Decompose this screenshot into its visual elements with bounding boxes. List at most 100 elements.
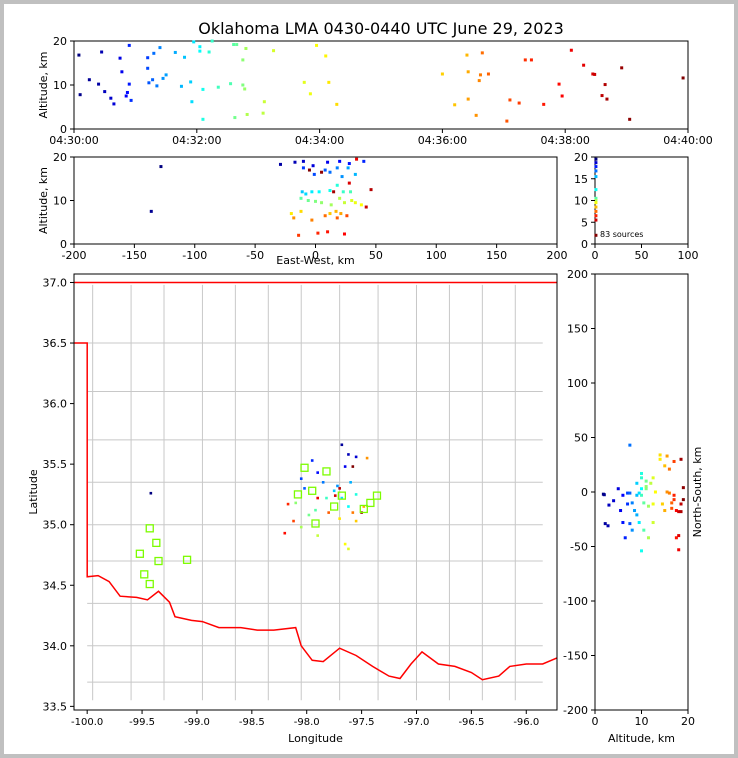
ns-altitude-point: [628, 491, 632, 495]
ns-altitude-point: [681, 498, 685, 502]
time-altitude-point: [97, 82, 101, 86]
time-altitude-point: [324, 54, 328, 58]
ew-altitude-point: [289, 212, 293, 216]
time-altitude-point: [582, 63, 586, 67]
ew-altitude-point: [320, 170, 324, 174]
lma-station-marker: [359, 504, 368, 514]
altitude-histogram-point: [594, 157, 598, 161]
ns-altitude-point: [646, 504, 650, 508]
time-altitude-point: [210, 39, 214, 43]
plan-view-point: [292, 519, 295, 523]
ns-altitude-point: [653, 490, 657, 494]
time-altitude-point: [125, 90, 129, 94]
ew-altitude-point: [328, 212, 332, 216]
plan-view-point: [333, 494, 337, 497]
lma-station-marker: [372, 491, 382, 500]
ns-axis-tick-label: 100: [567, 377, 588, 390]
plan-view-point: [283, 531, 287, 535]
plan-view-point: [316, 471, 319, 474]
figure-background: [4, 4, 734, 754]
ew-altitude-point: [316, 231, 320, 235]
time-altitude-point: [557, 82, 561, 86]
ew-altitude-point: [292, 216, 296, 220]
time-altitude-point: [477, 79, 481, 83]
ns-altitude-point: [677, 510, 681, 514]
ns-altitude-point: [626, 491, 630, 495]
ns-altitude-point: [644, 479, 648, 483]
ew-axis-tick-label: 100: [426, 249, 447, 262]
time-altitude-point: [465, 53, 469, 57]
plan-view-point: [340, 496, 344, 500]
time-altitude-point: [505, 119, 509, 123]
altitude-histogram-point: [594, 201, 598, 205]
ew-altitude-point: [345, 214, 349, 218]
histogram-y-tick-label: 5: [581, 216, 588, 229]
lma-station-marker: [154, 556, 163, 566]
time-altitude-point: [161, 76, 165, 80]
ns-altitude-point: [640, 549, 643, 553]
ns-altitude-point: [640, 487, 643, 491]
lma-station-marker: [308, 486, 317, 495]
time-altitude-point: [233, 116, 237, 120]
altitude-histogram-point: [594, 209, 598, 213]
ns-altitude-x-tick-label: 0: [592, 715, 599, 728]
time-altitude-point: [466, 97, 470, 101]
ew-axis-tick-label: -150: [122, 249, 147, 262]
ns-altitude-point: [677, 534, 681, 538]
ew-altitude-point: [278, 162, 282, 166]
plan-view-point: [294, 501, 298, 505]
time-altitude-point: [453, 103, 457, 107]
plan-view-point: [316, 496, 319, 500]
histogram-y-tick-label: 0: [581, 238, 588, 251]
lma-station-marker: [322, 467, 331, 476]
ns-altitude-point: [628, 443, 632, 447]
plan-view-point: [338, 517, 341, 520]
ns-altitude-point: [619, 509, 623, 513]
ew-altitude-point: [299, 209, 303, 213]
plan-view-frame: [73, 273, 558, 711]
plan-view-point: [347, 505, 350, 508]
ew-altitude-point: [326, 230, 330, 234]
time-altitude-point: [192, 40, 196, 44]
time-altitude-point: [127, 43, 131, 47]
ns-altitude-point: [663, 464, 667, 468]
plan-view-point: [303, 487, 306, 490]
ns-altitude-point: [679, 510, 683, 514]
time-altitude-point: [591, 72, 595, 76]
ew-altitude-point: [332, 190, 336, 194]
time-altitude-point: [593, 72, 597, 76]
latitude-axis-tick-label: 36.0: [43, 398, 68, 411]
ew-xlabel: East-West, km: [276, 254, 354, 267]
time-altitude-point: [569, 48, 573, 52]
ew-altitude-point: [342, 201, 346, 205]
histogram-y-tick-label: 20: [574, 151, 588, 164]
ns-altitude-point: [663, 509, 667, 513]
time-altitude-point: [183, 55, 187, 59]
plan-view-point: [314, 508, 317, 512]
time-altitude-point: [262, 100, 266, 104]
time-altitude-point: [244, 46, 248, 50]
ew-altitude-point: [320, 201, 324, 205]
time-altitude-point: [681, 76, 685, 80]
time-altitude-point: [151, 78, 155, 82]
ns-ylabel: North-South, km: [691, 447, 704, 538]
time-altitude-point: [77, 53, 81, 57]
altitude-histogram-point: [594, 214, 598, 218]
latitude-axis-tick-label: 35.5: [43, 458, 68, 471]
ew-altitude-point: [297, 233, 301, 237]
longitude-label: Longitude: [288, 732, 343, 745]
plan-view-point: [338, 487, 341, 490]
ew-altitude-y-tick-label: 10: [53, 195, 67, 208]
ns-axis-tick-label: -150: [563, 650, 588, 663]
ns-axis-tick-label: -100: [563, 595, 588, 608]
time-altitude-point: [466, 70, 470, 74]
ns-altitude-point: [677, 548, 681, 552]
ew-altitude-point: [347, 181, 351, 185]
ns-altitude-point: [651, 521, 655, 525]
ew-altitude-point: [328, 170, 332, 174]
ew-altitude-point: [335, 183, 339, 187]
ns-altitude-point: [637, 521, 641, 525]
time-altitude-point: [603, 83, 607, 87]
time-altitude-point: [235, 43, 239, 47]
altitude-histogram-point: [594, 188, 598, 192]
